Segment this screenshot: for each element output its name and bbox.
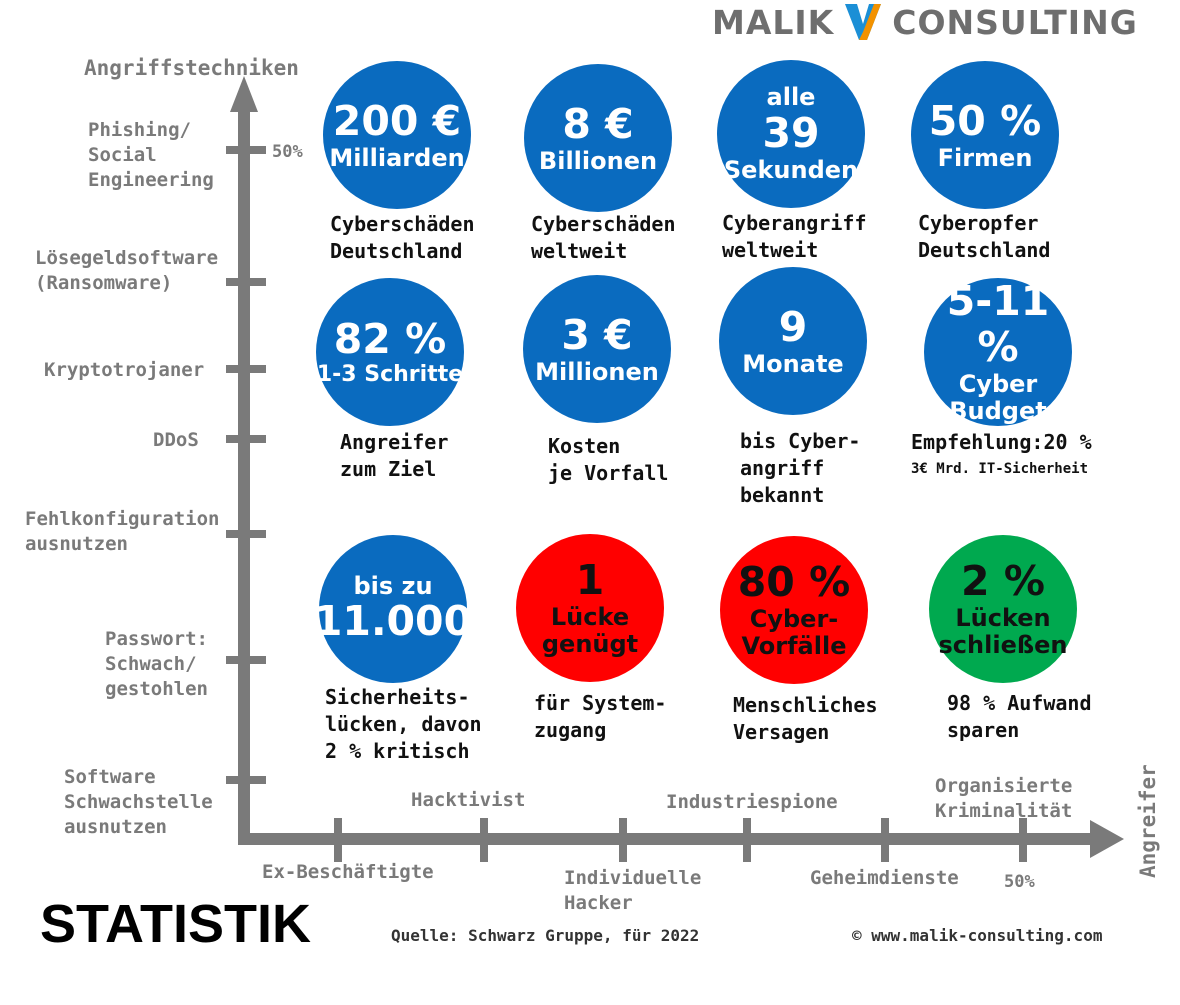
- x-axis-label: Industriespione: [666, 791, 838, 813]
- stat-unit: 39: [762, 109, 820, 158]
- stat-circle: alle 39 Sekunden: [717, 60, 865, 208]
- stat-value: 5-11 %: [946, 277, 1050, 372]
- page-title: STATISTIK: [40, 894, 311, 954]
- stat-value: 200 €: [332, 96, 462, 145]
- stat-unit: Lücken: [955, 604, 1051, 633]
- y-axis-label: Passwort: Schwach/ gestohlen: [105, 628, 208, 700]
- x-axis-label: Hacktivist: [411, 789, 526, 811]
- stat-unit: Lücke: [550, 603, 630, 632]
- stat-description: 98 % Aufwand sparen: [947, 691, 1092, 742]
- x-axis-marker: 50%: [1004, 872, 1035, 892]
- y-axis-label: DDoS: [153, 429, 199, 451]
- y-axis-label: Kryptotrojaner: [44, 359, 205, 381]
- stat-description: Kosten je Vorfall: [548, 434, 669, 485]
- source-note: Quelle: Schwarz Gruppe, für 2022: [391, 926, 700, 945]
- stat-circle: 2 % Lücken schließen: [929, 535, 1077, 683]
- y-axis-label: Fehlkonfiguration ausnutzen: [25, 508, 220, 555]
- logo-text-right: CONSULTING: [892, 2, 1138, 42]
- stat-circle: 200 € Milliarden: [323, 61, 471, 209]
- stat-value: 82 %: [333, 314, 447, 363]
- x-axis-label: Geheimdienste: [810, 867, 959, 889]
- stat-unit: Firmen: [937, 143, 1033, 172]
- x-axis-ticks: [334, 818, 1027, 862]
- stat-unit: genügt: [541, 629, 639, 658]
- stat-unit: Billionen: [538, 146, 658, 175]
- stat-unit: Millionen: [535, 357, 659, 386]
- stat-value: 3 €: [561, 310, 633, 359]
- stat-value: alle: [766, 83, 816, 112]
- stat-description: Cyberschäden Deutschland: [330, 212, 475, 263]
- stat-circle: 80 % Cyber- Vorfälle: [720, 536, 868, 684]
- stat-description: Angreifer zum Ziel: [340, 430, 449, 481]
- x-axis-title: Angreifer: [1136, 764, 1160, 878]
- stat-value: 2 %: [961, 557, 1045, 606]
- stat-circle: 8 € Billionen: [524, 64, 672, 212]
- stat-description: Menschliches Versagen: [733, 693, 878, 744]
- stat-unit: Milliarden: [329, 143, 465, 172]
- stat-description: Empfehlung:20 %: [911, 430, 1092, 454]
- stat-circle: 1 Lücke genügt: [516, 534, 664, 682]
- stat-value: bis zu: [353, 571, 433, 600]
- stat-circle: 5-11 % Cyber Budget: [924, 278, 1072, 426]
- y-axis-line: [238, 108, 250, 843]
- y-axis-title: Angriffstechniken: [84, 56, 299, 80]
- y-axis-label: Phishing/ Social Engineering: [88, 119, 214, 191]
- x-axis-label: Ex-Beschäftigte: [262, 861, 434, 883]
- stat-unit: Cyber-: [749, 605, 839, 634]
- website-link[interactable]: © www.malik-consulting.com: [852, 926, 1103, 945]
- x-axis-label: Individuelle Hacker: [564, 867, 702, 914]
- stat-circle: 3 € Millionen: [523, 275, 671, 423]
- stat-circle: 50 % Firmen: [911, 61, 1059, 209]
- stat-description: Cyberschäden weltweit: [531, 212, 676, 263]
- stat-subdescription: 3€ Mrd. IT-Sicherheit: [911, 461, 1089, 477]
- stat-value: 8 €: [562, 99, 634, 148]
- y-axis-ticks: [226, 146, 266, 784]
- stat-unit: schließen: [938, 630, 1068, 659]
- logo-text-left: MALIK: [712, 2, 835, 42]
- stat-unit: Budget: [949, 396, 1047, 425]
- y-axis-label: Software Schwachstelle ausnutzen: [64, 766, 213, 838]
- stat-unit: Cyber: [958, 370, 1038, 399]
- stat-unit: 11.000: [313, 597, 473, 646]
- stat-unit: 1-3 Schritte: [316, 361, 464, 387]
- stat-value: 80 %: [737, 558, 851, 607]
- stat-unit: Sekunden: [723, 155, 859, 184]
- malik-consulting-logo: MALIK CONSULTING: [712, 2, 1138, 42]
- stat-description: Cyberangriff weltweit: [722, 211, 867, 262]
- x-axis-label: Organisierte Kriminalität: [935, 775, 1073, 822]
- stat-description: für System- zugang: [534, 691, 667, 742]
- stat-unit: Monate: [742, 349, 844, 378]
- logo-v-mark-icon: [845, 4, 882, 40]
- y-axis-arrowhead: [230, 76, 258, 112]
- stat-value: 9: [778, 302, 808, 351]
- stat-circle: 9 Monate: [719, 267, 867, 415]
- stat-description: bis Cyber- angriff bekannt: [740, 429, 861, 507]
- stat-value: 50 %: [928, 96, 1042, 145]
- x-axis-line: [238, 833, 1108, 845]
- x-axis-arrowhead: [1090, 820, 1124, 858]
- y-axis-marker: 50%: [272, 142, 303, 162]
- stat-unit: Vorfälle: [741, 631, 847, 660]
- stat-description: Sicherheits- lücken, davon 2 % kritisch: [325, 685, 482, 763]
- stat-circle: bis zu 11.000: [314, 535, 472, 683]
- stat-circle: 82 % 1-3 Schritte: [316, 278, 464, 426]
- stat-description: Cyberopfer Deutschland: [918, 211, 1051, 262]
- stat-value: 1: [575, 556, 605, 605]
- y-axis-label: Lösegeldsoftware (Ransomware): [35, 247, 219, 294]
